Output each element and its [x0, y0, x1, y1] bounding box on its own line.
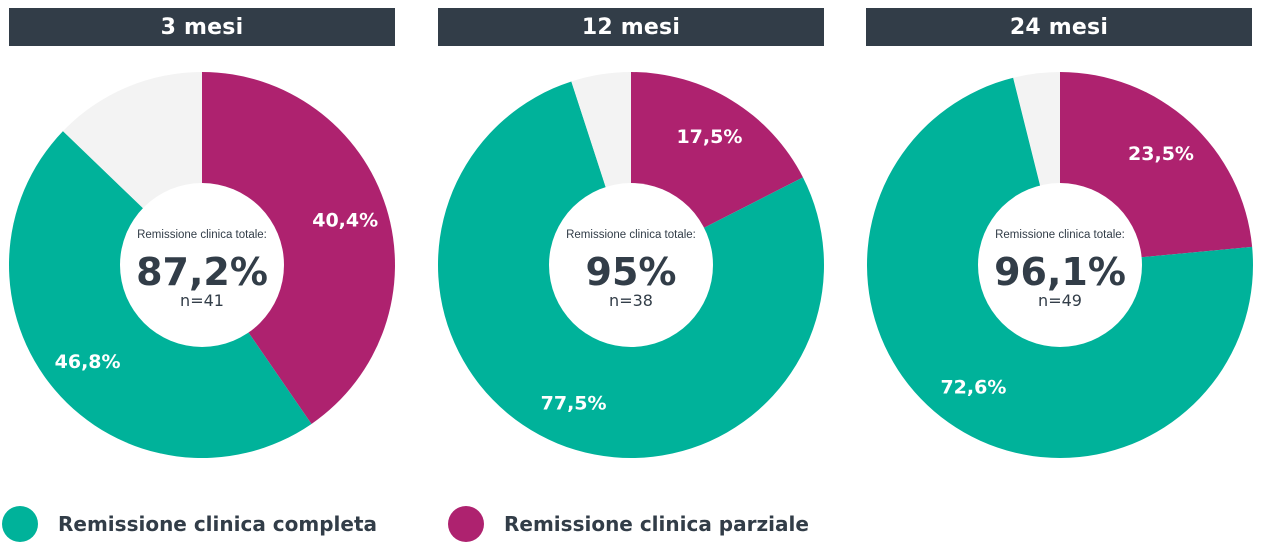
legend-label-parziale: Remissione clinica parziale: [504, 512, 809, 536]
panel-title-3-mesi: 3 mesi: [9, 8, 395, 46]
center-value-24-mesi: 96,1%: [994, 250, 1126, 294]
legend-item-parziale: Remissione clinica parziale: [448, 504, 809, 544]
donut-hole-3-mesi: [120, 183, 284, 347]
legend-item-completa: Remissione clinica completa: [2, 504, 377, 544]
donut-hole-12-mesi: [549, 183, 713, 347]
panel-title-12-mesi: 12 mesi: [438, 8, 824, 46]
data-label-completa-24-mesi: 72,6%: [940, 377, 1006, 399]
center-n-24-mesi: n=49: [1038, 291, 1082, 310]
center-caption-3-mesi: Remissione clinica totale:: [137, 229, 267, 241]
legend-label-completa: Remissione clinica completa: [58, 512, 378, 536]
center-caption-12-mesi: Remissione clinica totale:: [566, 229, 696, 241]
data-label-parziale-3-mesi: 40,4%: [312, 209, 378, 231]
donut-hole-24-mesi: [978, 183, 1142, 347]
slice-parziale-3-mesi: [202, 72, 395, 424]
donut-charts: 40,4% 46,8% Remissione clinica totale: 87,2…: [8, 72, 1253, 459]
donut-24-mesi: 23,5% 72,6% Remissione clinica totale: 96,1…: [866, 72, 1253, 459]
center-n-12-mesi: n=38: [609, 291, 653, 310]
data-label-completa-12-mesi: 77,5%: [541, 393, 607, 415]
donut-12-mesi: 17,5% 77,5% Remissione clinica totale: 95%n…: [437, 72, 824, 459]
center-n-3-mesi: n=41: [180, 291, 224, 310]
center-value-3-mesi: 87,2%: [136, 250, 268, 294]
donut-3-mesi: 40,4% 46,8% Remissione clinica totale: 87,2…: [8, 72, 395, 458]
data-label-parziale-12-mesi: 17,5%: [676, 126, 742, 148]
center-caption-24-mesi: Remissione clinica totale:: [995, 229, 1125, 241]
legend-swatch-completa: [2, 506, 38, 542]
legend-swatch-parziale: [448, 506, 484, 542]
center-value-12-mesi: 95%: [586, 250, 677, 294]
panel-title-24-mesi: 24 mesi: [866, 8, 1252, 46]
data-label-completa-3-mesi: 46,8%: [55, 351, 121, 373]
data-label-parziale-24-mesi: 23,5%: [1128, 143, 1194, 165]
